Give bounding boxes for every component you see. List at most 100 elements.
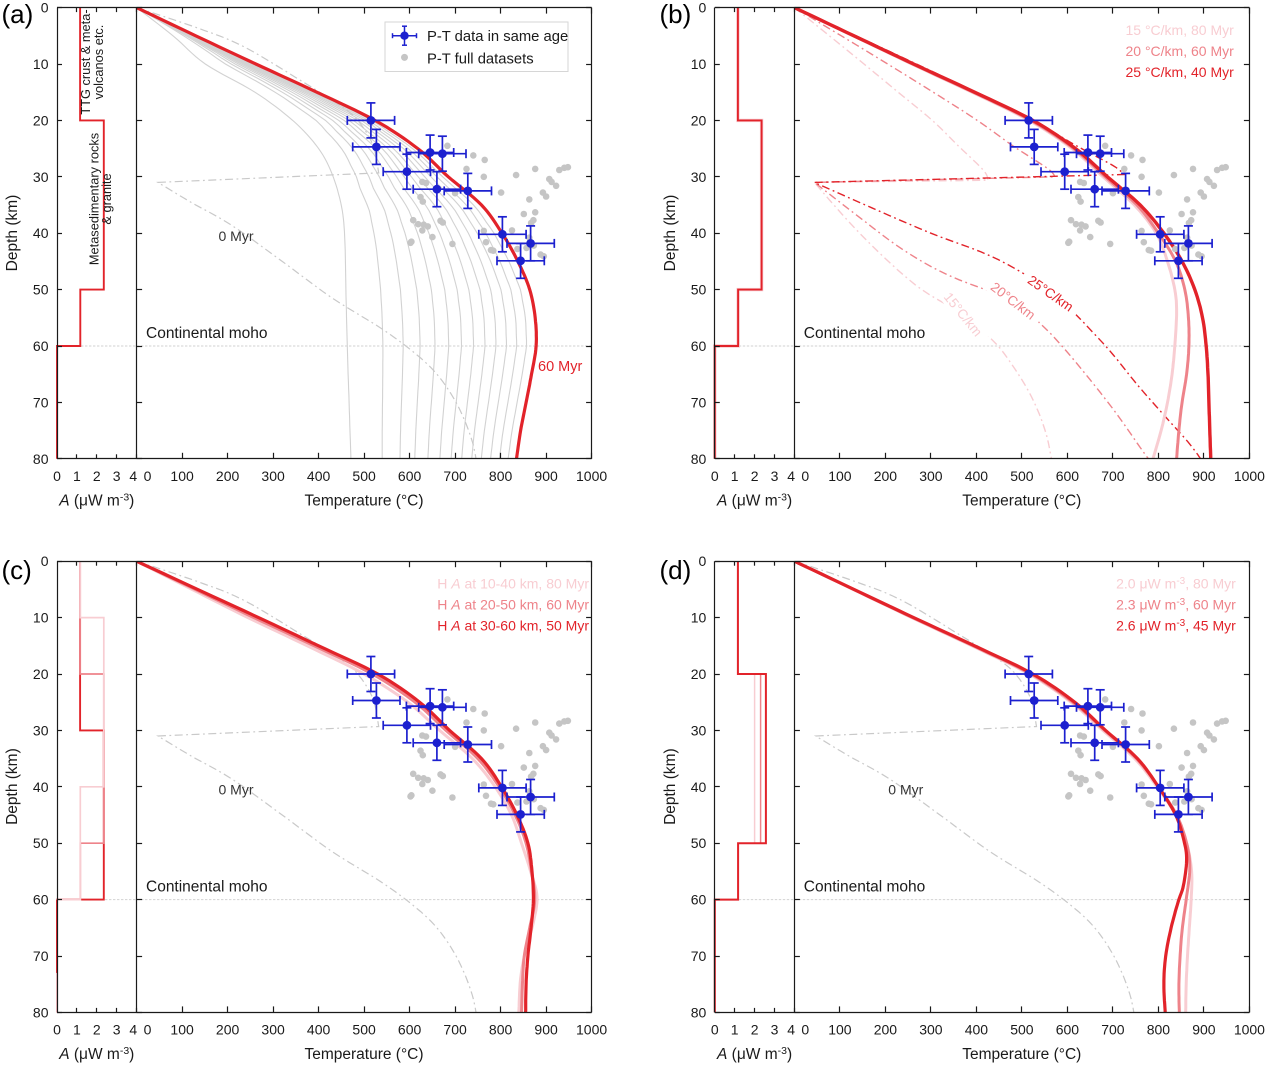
svg-text:400: 400: [965, 1022, 989, 1038]
svg-text:1: 1: [731, 468, 739, 484]
svg-text:400: 400: [965, 468, 989, 484]
svg-text:50: 50: [33, 835, 49, 851]
svg-text:2: 2: [751, 468, 759, 484]
svg-text:30: 30: [33, 722, 49, 738]
svg-text:400: 400: [307, 468, 331, 484]
svg-text:800: 800: [489, 1022, 513, 1038]
svg-text:TTG crust & meta-: TTG crust & meta-: [78, 9, 93, 114]
svg-text:20 °C/km, 60 Myr: 20 °C/km, 60 Myr: [1126, 43, 1235, 59]
svg-text:30: 30: [691, 722, 707, 738]
svg-text:0 Myr: 0 Myr: [219, 782, 254, 798]
svg-text:Temperature (°C): Temperature (°C): [304, 493, 423, 510]
svg-text:Continental moho: Continental moho: [146, 879, 268, 896]
svg-text:2: 2: [93, 1022, 101, 1038]
svg-text:700: 700: [1101, 1022, 1125, 1038]
svg-text:0: 0: [801, 468, 809, 484]
svg-text:Temperature (°C): Temperature (°C): [962, 493, 1081, 510]
svg-text:10: 10: [691, 56, 707, 72]
svg-text:60: 60: [33, 892, 49, 908]
svg-text:300: 300: [919, 1022, 943, 1038]
svg-text:(a): (a): [2, 0, 34, 29]
svg-text:40: 40: [691, 779, 707, 795]
svg-text:70: 70: [691, 394, 707, 410]
svg-text:A (μW m-3): A (μW m-3): [58, 492, 134, 510]
svg-text:3: 3: [771, 468, 779, 484]
svg-text:800: 800: [1147, 1022, 1171, 1038]
svg-text:A (μW m-3): A (μW m-3): [716, 1045, 792, 1063]
svg-text:25 °C/km, 40 Myr: 25 °C/km, 40 Myr: [1126, 64, 1235, 80]
svg-text:Continental moho: Continental moho: [804, 879, 926, 896]
svg-text:3: 3: [771, 1022, 779, 1038]
svg-text:P-T full datasets: P-T full datasets: [427, 52, 534, 68]
svg-text:Continental moho: Continental moho: [146, 325, 268, 342]
svg-text:20: 20: [691, 112, 707, 128]
svg-text:4: 4: [787, 1022, 795, 1038]
svg-text:Metasedimentary rocks: Metasedimentary rocks: [87, 133, 102, 265]
svg-text:60: 60: [691, 892, 707, 908]
svg-text:0: 0: [801, 1022, 809, 1038]
svg-text:20: 20: [33, 112, 49, 128]
svg-text:0: 0: [699, 0, 707, 16]
svg-text:60: 60: [691, 338, 707, 354]
svg-text:Depth (km): Depth (km): [4, 195, 21, 272]
svg-text:100: 100: [828, 1022, 852, 1038]
svg-text:80: 80: [33, 451, 49, 467]
svg-text:200: 200: [874, 1022, 898, 1038]
svg-text:100: 100: [170, 468, 194, 484]
svg-text:4: 4: [129, 1022, 137, 1038]
svg-text:3: 3: [113, 1022, 121, 1038]
svg-text:1000: 1000: [576, 468, 607, 484]
svg-text:50: 50: [33, 282, 49, 298]
svg-text:10: 10: [33, 56, 49, 72]
svg-text:P-T data in same age: P-T data in same age: [427, 29, 568, 45]
svg-text:600: 600: [398, 1022, 422, 1038]
svg-text:Temperature (°C): Temperature (°C): [962, 1046, 1081, 1063]
svg-text:30: 30: [691, 169, 707, 185]
svg-text:0: 0: [41, 553, 49, 569]
svg-text:700: 700: [1101, 468, 1125, 484]
svg-text:0: 0: [144, 468, 152, 484]
svg-text:800: 800: [489, 468, 513, 484]
svg-text:50: 50: [691, 835, 707, 851]
svg-text:3: 3: [113, 468, 121, 484]
svg-text:80: 80: [691, 1004, 707, 1020]
svg-text:600: 600: [398, 468, 422, 484]
svg-text:900: 900: [534, 468, 558, 484]
svg-text:40: 40: [33, 779, 49, 795]
svg-text:500: 500: [1010, 1022, 1034, 1038]
svg-text:2: 2: [93, 468, 101, 484]
svg-text:0: 0: [711, 1022, 719, 1038]
svg-text:H A at 10-40 km, 80 Myr: H A at 10-40 km, 80 Myr: [437, 576, 589, 592]
svg-text:500: 500: [352, 1022, 376, 1038]
svg-text:0: 0: [144, 1022, 152, 1038]
svg-text:100: 100: [170, 1022, 194, 1038]
svg-text:(b): (b): [660, 0, 692, 29]
svg-text:0: 0: [53, 468, 61, 484]
svg-text:900: 900: [534, 1022, 558, 1038]
svg-text:200: 200: [216, 1022, 240, 1038]
svg-text:0 Myr: 0 Myr: [888, 782, 923, 798]
svg-text:700: 700: [443, 1022, 467, 1038]
svg-text:2.0 μW m-3, 80 Myr: 2.0 μW m-3, 80 Myr: [1116, 576, 1236, 592]
svg-text:600: 600: [1056, 1022, 1080, 1038]
svg-text:1000: 1000: [1234, 468, 1265, 484]
svg-text:15 °C/km, 80 Myr: 15 °C/km, 80 Myr: [1126, 22, 1235, 38]
svg-text:200: 200: [216, 468, 240, 484]
svg-text:600: 600: [1056, 468, 1080, 484]
svg-text:2.6 μW m-3, 45 Myr: 2.6 μW m-3, 45 Myr: [1116, 618, 1236, 634]
svg-text:80: 80: [33, 1004, 49, 1020]
svg-text:300: 300: [919, 468, 943, 484]
svg-text:Depth (km): Depth (km): [4, 748, 21, 825]
svg-text:100: 100: [828, 468, 852, 484]
svg-text:2.3 μW m-3, 60 Myr: 2.3 μW m-3, 60 Myr: [1116, 597, 1236, 613]
svg-text:80: 80: [691, 451, 707, 467]
svg-text:900: 900: [1192, 468, 1216, 484]
svg-text:1: 1: [731, 1022, 739, 1038]
svg-text:500: 500: [1010, 468, 1034, 484]
svg-text:(c): (c): [2, 555, 32, 585]
svg-text:70: 70: [33, 948, 49, 964]
svg-text:20: 20: [691, 666, 707, 682]
svg-text:400: 400: [307, 1022, 331, 1038]
svg-text:1: 1: [73, 468, 81, 484]
svg-text:0: 0: [711, 468, 719, 484]
